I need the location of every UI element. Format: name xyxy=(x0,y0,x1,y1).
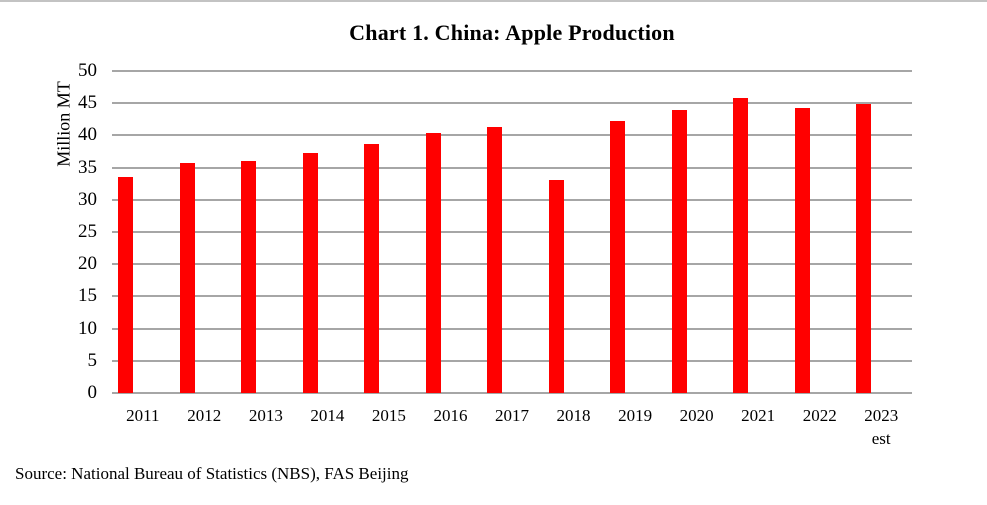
x-axis-label: 2017 xyxy=(495,404,529,427)
y-tick-label: 10 xyxy=(78,317,97,339)
y-tick-label: 40 xyxy=(78,124,97,146)
y-tick-label: 25 xyxy=(78,221,97,243)
x-axis-label: 2018 xyxy=(557,404,591,427)
x-axis-label-year: 2014 xyxy=(310,406,345,425)
bar-2017 xyxy=(487,127,502,393)
gridline-y15 xyxy=(112,295,912,297)
x-axis-label-year: 2018 xyxy=(556,406,591,425)
bar-2023 xyxy=(856,104,871,393)
x-axis-label-year: 2012 xyxy=(187,406,222,425)
gridline-y5 xyxy=(112,360,912,362)
x-axis-label-year: 2015 xyxy=(371,406,406,425)
plot-area xyxy=(112,70,912,394)
x-axis-label: 2023 est xyxy=(864,404,898,450)
x-axis-label-year: 2011 xyxy=(126,406,160,425)
x-axis: 2011 2012 2013 2014 2015 2016 2017 2018 2019 2020… xyxy=(112,404,912,466)
y-tick-label: 45 xyxy=(78,92,97,114)
y-tick-label: 15 xyxy=(78,285,97,307)
top-border-line xyxy=(0,0,987,2)
gridline-y35 xyxy=(112,167,912,169)
x-axis-label: 2014 xyxy=(310,404,344,427)
gridline-y45 xyxy=(112,102,912,104)
source-note: Source: National Bureau of Statistics (N… xyxy=(15,464,409,483)
x-axis-sublabel: est xyxy=(871,429,891,448)
gridline-y0 xyxy=(112,392,912,394)
bar-2019 xyxy=(610,121,625,393)
gridline-y20 xyxy=(112,263,912,265)
y-tick-label: 20 xyxy=(78,253,97,275)
chart-title: Chart 1. China: Apple Production xyxy=(349,20,675,45)
bar-2016 xyxy=(426,133,441,393)
x-axis-label: 2015 xyxy=(372,404,406,427)
x-axis-label-year: 2021 xyxy=(741,406,776,425)
gridline-y50 xyxy=(112,70,912,72)
x-axis-label-year: 2022 xyxy=(802,406,837,425)
y-tick-label: 35 xyxy=(78,156,97,178)
gridline-y10 xyxy=(112,328,912,330)
bar-2018 xyxy=(549,180,564,393)
gridline-y40 xyxy=(112,134,912,136)
x-axis-label-year: 2013 xyxy=(248,406,283,425)
x-axis-label: 2013 xyxy=(249,404,283,427)
y-tick-label: 5 xyxy=(87,349,98,371)
x-axis-label: 2022 xyxy=(803,404,837,427)
gridline-y25 xyxy=(112,231,912,233)
x-axis-label-year: 2019 xyxy=(618,406,653,425)
y-tick-label: 30 xyxy=(78,188,97,210)
y-tick-label: 50 xyxy=(78,60,97,82)
bar-2014 xyxy=(303,153,318,393)
x-axis-label-year: 2017 xyxy=(495,406,529,425)
gridline-y30 xyxy=(112,199,912,201)
x-axis-label: 2011 xyxy=(126,404,159,427)
x-axis-label: 2012 xyxy=(187,404,221,427)
bar-2011 xyxy=(118,177,133,393)
y-tick-label: 0 xyxy=(87,382,98,404)
bar-2012 xyxy=(180,163,195,393)
bar-2021 xyxy=(733,98,748,393)
bar-2022 xyxy=(795,108,810,393)
x-axis-label-year: 2016 xyxy=(433,406,468,425)
x-axis-label-year: 2020 xyxy=(679,406,714,425)
x-axis-label: 2019 xyxy=(618,404,652,427)
bar-2020 xyxy=(672,110,687,393)
x-axis-label: 2016 xyxy=(433,404,467,427)
bar-2013 xyxy=(241,161,256,393)
x-axis-label: 2021 xyxy=(741,404,775,427)
x-axis-label: 2020 xyxy=(680,404,714,427)
x-axis-label-year: 2023 xyxy=(864,406,899,425)
bar-2015 xyxy=(364,144,379,393)
